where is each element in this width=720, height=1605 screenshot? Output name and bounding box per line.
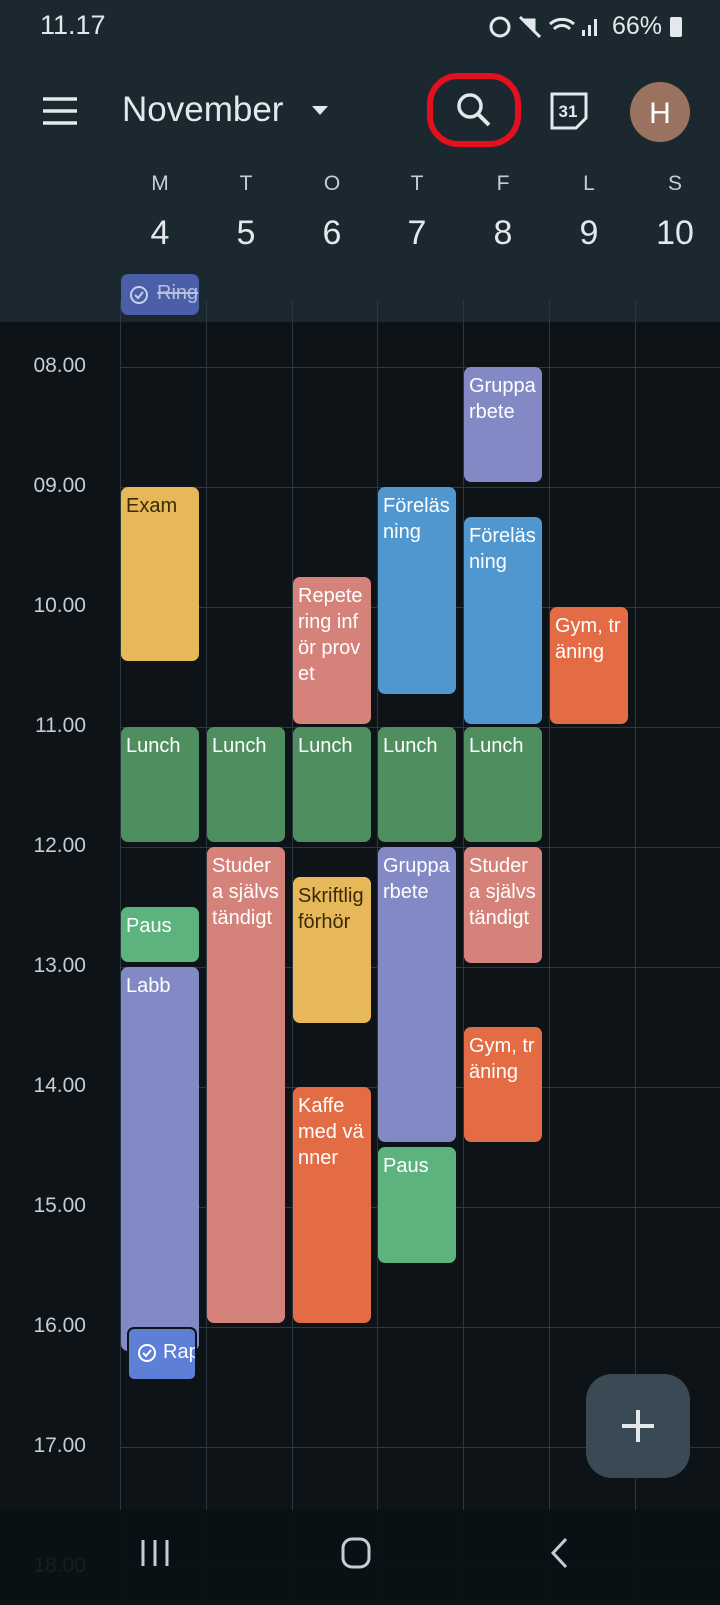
event[interactable]: Paus	[121, 907, 199, 962]
task-icon	[130, 286, 148, 304]
day-letter: T	[239, 172, 253, 195]
search-button[interactable]	[426, 72, 522, 148]
all-day-task[interactable]: Ring	[121, 274, 199, 315]
day-letter: T	[410, 172, 424, 195]
event[interactable]: Grupparbete	[378, 847, 456, 1142]
day-number: 4	[150, 214, 170, 252]
day-letter: L	[583, 172, 595, 195]
event[interactable]: Lunch	[121, 727, 199, 842]
hour-label: 11.00	[35, 714, 86, 737]
column-line	[377, 300, 378, 1600]
column-line	[463, 300, 464, 1600]
day-number: 7	[407, 214, 427, 252]
event[interactable]: Kaffe med vänner	[293, 1087, 371, 1323]
battery-icon	[670, 17, 682, 37]
hour-label: 17.00	[33, 1434, 86, 1457]
column-line	[635, 300, 636, 1600]
hour-label: 08.00	[33, 354, 86, 377]
status-icons	[489, 15, 597, 39]
hour-line	[120, 1447, 720, 1448]
day-number: 9	[579, 214, 599, 252]
hour-label: 12.00	[33, 834, 86, 857]
day-letter: O	[323, 172, 341, 195]
day-number: 6	[322, 214, 342, 252]
day-number: 5	[236, 214, 256, 252]
hour-label: 15.00	[33, 1194, 86, 1217]
event[interactable]: Studera självständigt	[464, 847, 542, 963]
avatar-initial: H	[649, 97, 671, 130]
header-bg	[0, 0, 720, 322]
month-selector[interactable]: November	[122, 90, 284, 129]
hour-line	[120, 1327, 720, 1328]
today-number: 31	[559, 102, 578, 121]
hour-label: 16.00	[33, 1314, 86, 1337]
status-time: 11.17	[40, 10, 106, 40]
event[interactable]: Lunch	[464, 727, 542, 842]
event[interactable]: Studera självständigt	[207, 847, 285, 1323]
dropdown-arrow[interactable]	[312, 106, 328, 116]
hour-line	[120, 367, 720, 368]
battery-level: 66%	[612, 12, 663, 40]
menu-button[interactable]	[42, 96, 78, 126]
plus-icon	[622, 1410, 654, 1442]
event[interactable]: Gym, träning	[464, 1027, 542, 1142]
nav-icons	[141, 1537, 568, 1569]
event[interactable]: Paus	[378, 1147, 456, 1263]
create-button[interactable]	[586, 1374, 690, 1478]
column-line	[120, 300, 121, 1600]
column-line	[292, 300, 293, 1600]
event[interactable]: Föreläsning	[378, 487, 456, 694]
day-number: 8	[493, 214, 513, 252]
today-button[interactable]: 31	[549, 91, 589, 131]
day-letter: M	[151, 172, 169, 195]
event[interactable]: Lunch	[378, 727, 456, 842]
column-line	[206, 300, 207, 1600]
event[interactable]: Lunch	[293, 727, 371, 842]
day-letter: F	[496, 172, 510, 195]
event[interactable]: Exam	[121, 487, 199, 661]
hour-label: 14.00	[33, 1074, 86, 1097]
task-icon	[138, 1344, 156, 1362]
event[interactable]: Lunch	[207, 727, 285, 842]
event[interactable]: Labb	[121, 967, 199, 1351]
event[interactable]: Grupparbete	[464, 367, 542, 482]
event[interactable]: Skriftlig förhör	[293, 877, 371, 1023]
avatar[interactable]: H	[629, 81, 691, 143]
column-line	[549, 300, 550, 1600]
hour-label: 13.00	[33, 954, 86, 977]
hour-label: 09.00	[33, 474, 86, 497]
task-title: Rap	[163, 1341, 197, 1363]
day-number: 10	[656, 214, 694, 252]
event[interactable]: Gym, träning	[550, 607, 628, 724]
event[interactable]: Föreläsning	[464, 517, 542, 724]
task-title: Ring	[157, 282, 199, 304]
hour-label: 10.00	[33, 594, 86, 617]
nav-bar	[0, 1510, 720, 1600]
day-letter: S	[667, 172, 682, 195]
event[interactable]: Repetering inför provet	[293, 577, 371, 724]
task[interactable]: Rap	[127, 1327, 197, 1381]
